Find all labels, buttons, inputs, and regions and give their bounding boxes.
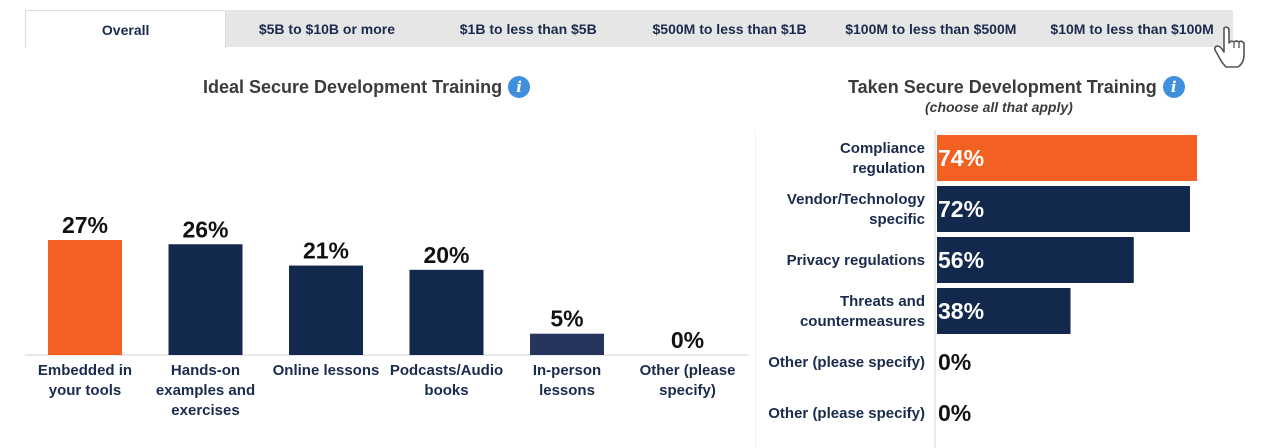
bar[interactable] [409, 269, 484, 355]
left-chart-title: Ideal Secure Development Training i [203, 76, 531, 98]
category-label: Other (please specify) [768, 405, 925, 422]
data-label: 74% [938, 145, 984, 171]
bar[interactable] [937, 237, 1134, 283]
info-icon[interactable]: i [1162, 76, 1185, 98]
category-label: Threats and [840, 293, 925, 310]
category-label: books [424, 382, 468, 399]
data-label: 26% [182, 216, 228, 242]
category-label: countermeasures [800, 313, 925, 330]
category-label: Privacy regulations [787, 252, 925, 269]
category-label: Compliance [840, 140, 925, 157]
tab-5[interactable]: $10M to less than $100M [1050, 20, 1214, 37]
category-label: Embedded in [38, 362, 132, 379]
category-label: specify) [659, 382, 716, 399]
category-label: In-person [533, 362, 601, 379]
filter-tabs: Overall $5B to $10B or more $1B to less th… [25, 10, 1233, 48]
category-label: examples and [156, 382, 255, 399]
left-chart-title-text: Ideal Secure Development Training [203, 76, 503, 97]
category-label: specific [869, 211, 925, 228]
bar[interactable] [937, 135, 1197, 181]
category-label: exercises [171, 402, 239, 419]
data-label: 38% [938, 298, 984, 324]
data-label: 27% [62, 212, 108, 238]
data-label: 21% [303, 238, 349, 264]
bar[interactable] [937, 288, 1071, 334]
ideal-training-chart: 27% Embedded in your tools 26% Hands-on examp… [25, 212, 748, 419]
tab-4[interactable]: $100M to less than $500M [845, 20, 1017, 37]
category-label: Vendor/Technology [787, 191, 926, 208]
tab-3[interactable]: $500M to less than $1B [652, 20, 807, 37]
category-label: lessons [539, 382, 595, 399]
data-label: 5% [550, 306, 583, 332]
right-chart-title-text: Taken Secure Development Training [848, 76, 1157, 97]
data-label: 56% [938, 247, 984, 273]
tab-0[interactable]: Overall [25, 10, 227, 48]
data-label: 0% [671, 327, 704, 353]
bar[interactable] [168, 244, 243, 355]
data-label: 0% [938, 349, 971, 375]
data-label: 0% [938, 400, 971, 426]
right-chart-subtitle: (choose all that apply) [925, 99, 1073, 115]
tab-2[interactable]: $1B to less than $5B [459, 20, 597, 37]
data-label: 20% [423, 242, 469, 268]
tab-1[interactable]: $5B to $10B or more [258, 20, 396, 37]
bar[interactable] [530, 333, 604, 355]
hand-pointer-icon [1213, 26, 1245, 68]
category-label: Online lessons [273, 362, 380, 379]
bar[interactable] [289, 265, 363, 355]
category-label: Other (please [640, 362, 736, 379]
category-label: Podcasts/Audio [390, 362, 503, 379]
data-label: 72% [938, 196, 984, 222]
category-label: Hands-on [171, 362, 240, 379]
bar[interactable] [48, 240, 122, 355]
bar[interactable] [937, 186, 1190, 232]
right-chart-title: Taken Secure Development Training i [848, 76, 1185, 98]
taken-training-chart: 74% Compliance regulation 72% Vendor/Technol… [755, 130, 1197, 448]
category-label: Other (please specify) [768, 354, 925, 371]
category-label: regulation [852, 160, 925, 177]
category-label: your tools [49, 382, 122, 399]
info-icon[interactable]: i [508, 76, 531, 98]
